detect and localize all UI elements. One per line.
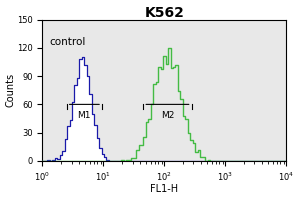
Text: M2: M2 [161, 111, 174, 120]
Y-axis label: Counts: Counts [6, 73, 16, 107]
Text: control: control [50, 37, 86, 47]
Polygon shape [42, 57, 286, 161]
X-axis label: FL1-H: FL1-H [150, 184, 178, 194]
Text: M1: M1 [78, 111, 91, 120]
Title: K562: K562 [145, 6, 184, 20]
